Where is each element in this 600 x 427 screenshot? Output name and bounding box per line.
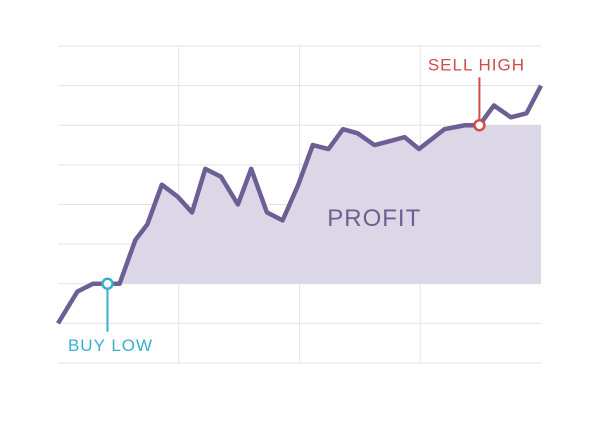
- price-line: [56, 84, 543, 325]
- annotation-marker: [101, 277, 114, 290]
- area-label: PROFIT: [327, 205, 421, 232]
- annotation-label: BUY LOW: [68, 336, 153, 355]
- profit-area: [107, 125, 541, 284]
- annotation-label: SELL HIGH: [428, 56, 525, 75]
- annotation-marker: [473, 119, 486, 132]
